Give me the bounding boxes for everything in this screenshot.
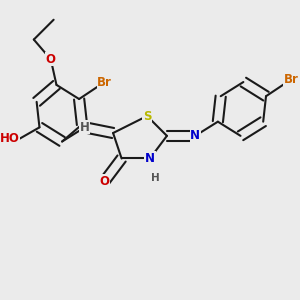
- Text: N: N: [145, 152, 155, 165]
- Text: H: H: [80, 121, 90, 134]
- Text: HO: HO: [0, 132, 20, 145]
- Text: O: O: [100, 175, 110, 188]
- Text: N: N: [190, 129, 200, 142]
- Text: H: H: [151, 173, 160, 183]
- Text: Br: Br: [97, 76, 112, 88]
- Text: O: O: [46, 53, 56, 66]
- Text: S: S: [143, 110, 151, 122]
- Text: Br: Br: [284, 73, 299, 86]
